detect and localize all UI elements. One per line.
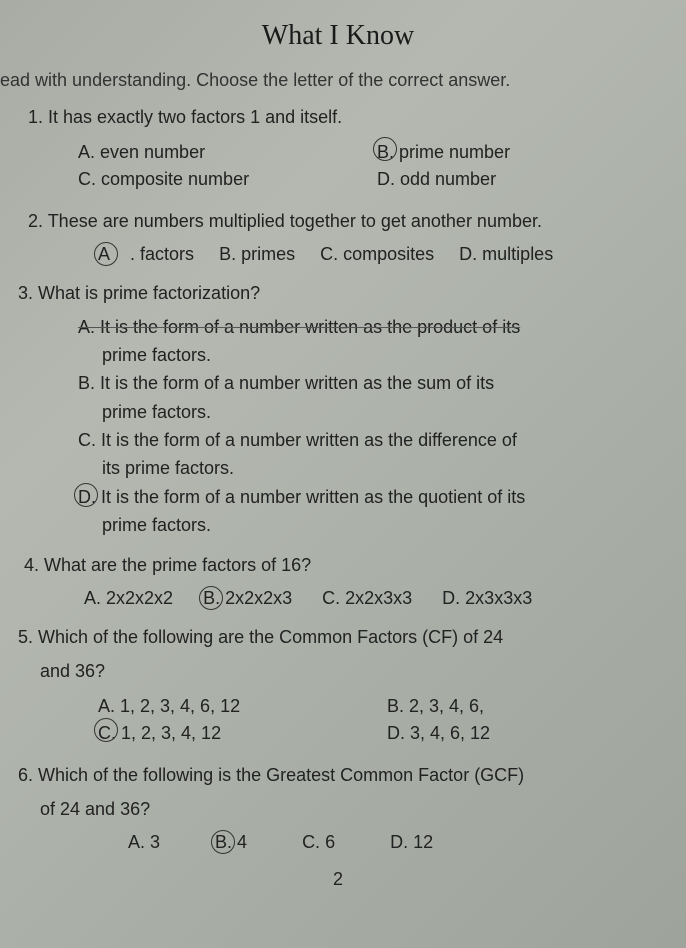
q3-option-b: B. It is the form of a number written as… (78, 371, 676, 395)
q5-option-c: C. 1, 2, 3, 4, 12 (98, 720, 387, 747)
q2-option-d: D. multiples (459, 244, 553, 264)
instruction-text: ead with understanding. Choose the lette… (0, 70, 676, 91)
q4-option-b: B. 2x2x2x3 (203, 588, 292, 609)
q3-option-b-cont: prime factors. (78, 400, 676, 424)
question-2: 2. These are numbers multiplied together… (0, 209, 676, 264)
q6-option-c: C. 6 (302, 832, 335, 853)
q1-option-a: A. even number (78, 139, 377, 166)
q4-option-d: D. 2x3x3x3 (442, 588, 532, 609)
q3-text: 3. What is prime factorization? (18, 281, 676, 305)
q3-option-a: A. It is the form of a number written as… (78, 315, 676, 339)
q4-option-c: C. 2x2x3x3 (322, 588, 412, 609)
q5-text: 5. Which of the following are the Common… (18, 625, 676, 649)
q6-text-cont: of 24 and 36? (18, 797, 676, 821)
q1-option-d: D. odd number (377, 166, 676, 193)
q3-option-c: C. It is the form of a number written as… (78, 428, 676, 452)
q4-option-a: A. 2x2x2x2 (84, 588, 173, 609)
question-6: 6. Which of the following is the Greates… (0, 763, 676, 853)
q2-option-a: A. factors (98, 244, 194, 264)
question-1: 1. It has exactly two factors 1 and itse… (0, 105, 676, 193)
q6-option-a: A. 3 (128, 832, 160, 853)
q2-text: 2. These are numbers multiplied together… (28, 209, 676, 233)
question-5: 5. Which of the following are the Common… (0, 625, 676, 748)
page-number: 2 (0, 869, 676, 890)
q6-text: 6. Which of the following is the Greates… (18, 763, 676, 787)
question-3: 3. What is prime factorization? A. It is… (0, 281, 676, 538)
q3-option-d-cont: prime factors. (78, 513, 676, 537)
q3-option-c-cont: its prime factors. (78, 456, 676, 480)
q3-option-a-cont: prime factors. (78, 343, 676, 367)
q4-text: 4. What are the prime factors of 16? (24, 553, 676, 577)
q1-option-c: C. composite number (78, 166, 377, 193)
q6-option-b: B. 4 (215, 832, 247, 853)
q5-option-a: A. 1, 2, 3, 4, 6, 12 (98, 693, 387, 720)
q2-option-c: C. composites (320, 244, 434, 264)
q5-option-d: D. 3, 4, 6, 12 (387, 720, 676, 747)
q6-option-d: D. 12 (390, 832, 433, 853)
q1-text: 1. It has exactly two factors 1 and itse… (28, 105, 676, 129)
q5-text-cont: and 36? (18, 659, 676, 683)
q2-option-b: B. primes (219, 244, 295, 264)
q1-option-b: B. prime number (377, 139, 676, 166)
q5-option-b: B. 2, 3, 4, 6, (387, 693, 676, 720)
page-title: What I Know (0, 20, 676, 52)
q3-option-d: D. It is the form of a number written as… (78, 485, 676, 509)
question-4: 4. What are the prime factors of 16? A. … (0, 553, 676, 608)
